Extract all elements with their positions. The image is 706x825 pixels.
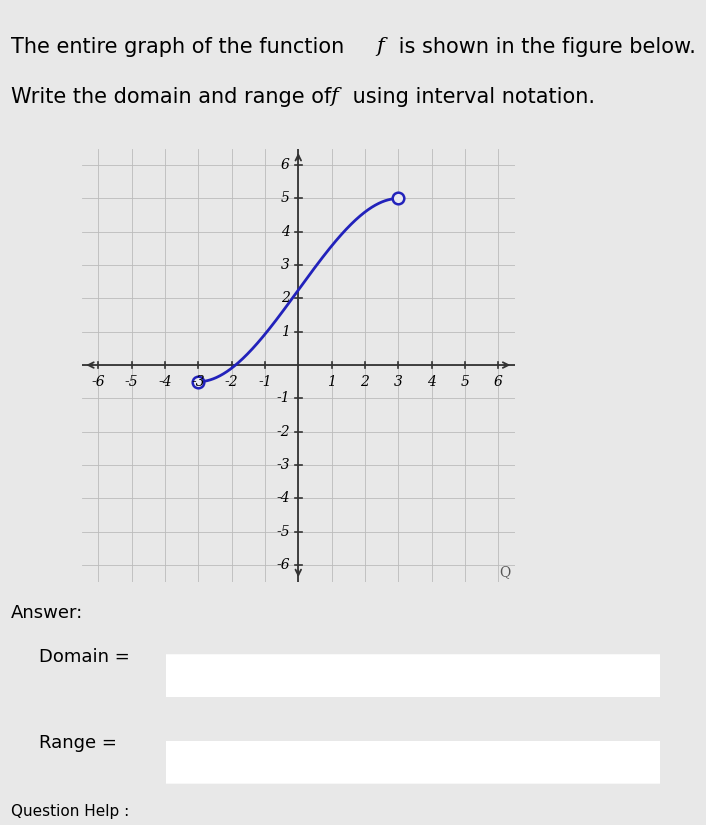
Text: -2: -2 [276, 425, 290, 439]
FancyBboxPatch shape [156, 740, 670, 785]
Text: f: f [330, 87, 338, 106]
Text: -3: -3 [276, 458, 290, 472]
Text: -1: -1 [258, 375, 272, 389]
Text: 2: 2 [281, 291, 290, 305]
Text: 4: 4 [427, 375, 436, 389]
Text: 5: 5 [281, 191, 290, 205]
Text: 4: 4 [281, 224, 290, 238]
Text: Range =: Range = [39, 734, 116, 752]
Text: -1: -1 [276, 391, 290, 405]
Text: 3: 3 [394, 375, 402, 389]
Text: -2: -2 [225, 375, 239, 389]
Text: 1: 1 [281, 325, 290, 339]
Text: 6: 6 [493, 375, 503, 389]
Text: 6: 6 [281, 158, 290, 172]
Text: -4: -4 [276, 492, 290, 506]
Text: Q: Q [499, 564, 510, 578]
Text: Answer:: Answer: [11, 604, 83, 622]
Text: -5: -5 [276, 525, 290, 539]
Point [193, 375, 204, 389]
Text: 1: 1 [327, 375, 336, 389]
Text: 2: 2 [361, 375, 369, 389]
Text: using interval notation.: using interval notation. [346, 87, 595, 106]
Text: 5: 5 [460, 375, 469, 389]
Text: -3: -3 [191, 375, 205, 389]
Text: Domain =: Domain = [39, 648, 130, 666]
Text: f: f [376, 37, 384, 56]
Text: Question Help :: Question Help : [11, 804, 128, 819]
Text: is shown in the figure below.: is shown in the figure below. [392, 37, 695, 57]
Text: The entire graph of the function: The entire graph of the function [11, 37, 350, 57]
Point [393, 192, 404, 205]
Text: 3: 3 [281, 258, 290, 272]
Text: -6: -6 [92, 375, 105, 389]
Text: Write the domain and range of: Write the domain and range of [11, 87, 337, 106]
Text: -5: -5 [125, 375, 138, 389]
Text: -4: -4 [158, 375, 172, 389]
Text: -6: -6 [276, 558, 290, 572]
FancyBboxPatch shape [156, 653, 670, 698]
